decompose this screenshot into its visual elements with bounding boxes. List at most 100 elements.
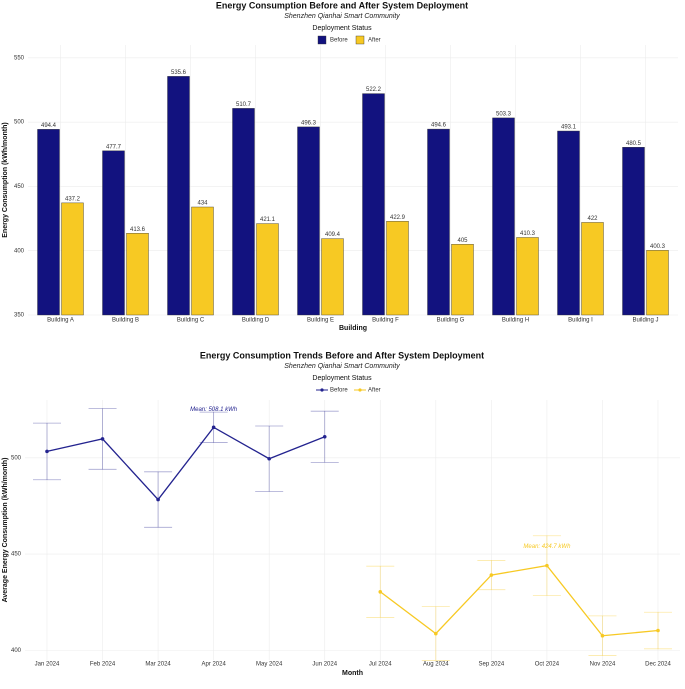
bar [557,130,580,316]
x-tick-label: Building F [372,318,399,324]
y-tick-label: 400 [14,248,25,254]
data-label: 477.7 [106,144,122,150]
data-label: 510.7 [236,102,252,108]
x-tick-label: Nov 2024 [590,662,616,668]
point [45,449,49,454]
point [322,434,327,439]
x-tick-label: Building J [632,318,658,324]
chart-title: Energy Consumption Before and After Syst… [216,0,468,10]
data-label: 493.1 [561,125,577,131]
y-tick-label: 350 [14,313,25,319]
data-label: 405 [457,238,468,244]
data-label: 409.4 [325,232,341,238]
legend-label: After [368,388,381,394]
x-tick-label: Building C [177,318,205,324]
data-label: 400.3 [650,244,666,250]
y-axis-title: Energy Consumption (kWh/month) [2,122,9,238]
bar [61,202,84,316]
point [434,631,438,636]
x-tick-label: Building H [502,318,529,324]
series-line [379,564,659,637]
data-label: 421.1 [260,217,276,223]
data-label: 434 [197,201,208,207]
data-label: 422 [587,216,598,222]
point [100,437,105,441]
x-tick-label: May 2024 [256,662,283,668]
data-label: 522.2 [366,87,382,93]
legend-dot [358,388,362,392]
legend-title: Deployment Status [312,375,372,382]
bar [102,150,125,316]
chart-subtitle: Shenzhen Qianhai Smart Community [284,13,400,20]
x-tick-label: Jun 2024 [312,662,337,668]
data-label: 503.3 [496,111,512,117]
chart-title: Energy Consumption Trends Before and Aft… [200,350,484,360]
bar [386,221,409,316]
x-tick-label: Sep 2024 [479,662,505,668]
x-tick-label: Oct 2024 [535,662,560,668]
point [545,563,549,568]
x-axis-title: Building [339,325,367,332]
bar [167,76,190,316]
x-tick-label: Aug 2024 [423,662,449,668]
chart-subtitle: Shenzhen Qianhai Smart Community [284,363,400,370]
bar [516,237,539,316]
bar [256,223,279,316]
legend-swatch [355,35,365,45]
data-label: 437.2 [65,196,81,202]
data-label: 494.6 [431,123,447,129]
y-axis-title: Average Energy Consumption (kWh/month) [2,458,9,603]
y-tick-label: 550 [14,55,25,61]
legend-title: Deployment Status [312,25,372,32]
data-label: 535.6 [171,70,187,76]
x-tick-label: Jul 2024 [369,662,392,668]
bar [581,222,604,316]
y-tick-label: 450 [14,184,25,190]
x-axis-title: Month [342,670,363,677]
data-label: 410.3 [520,231,536,237]
annotation: Mean: 508.1 kWh [190,407,238,413]
x-tick-label: Feb 2024 [90,662,116,668]
bar [126,233,149,316]
y-tick-label: 400 [11,648,22,654]
annotation: Mean: 424.7 kWh [523,544,571,550]
point [656,628,660,633]
legend-dot [320,388,324,392]
x-tick-label: Building B [112,318,139,324]
bar [362,93,385,316]
point [156,497,160,502]
data-label: 413.6 [130,227,146,233]
bar [37,129,60,316]
data-label: 494.4 [41,123,57,129]
x-tick-label: Jan 2024 [35,662,60,668]
point [378,590,383,594]
bar [451,244,474,316]
x-tick-label: Apr 2024 [201,662,226,668]
x-tick-label: Building I [568,318,593,324]
legend-label: After [368,38,381,44]
point [267,456,271,461]
x-tick-label: Building E [307,318,334,324]
data-label: 480.5 [626,141,642,147]
x-tick-label: Dec 2024 [645,662,671,668]
x-tick-label: Mar 2024 [145,662,171,668]
y-tick-label: 500 [11,455,22,461]
x-tick-label: Building G [437,318,465,324]
data-label: 496.3 [301,120,317,126]
x-tick-label: Building A [47,318,74,324]
bar [492,117,515,316]
legend-label: Before [330,38,348,44]
bar [427,128,450,316]
y-tick-label: 500 [14,120,25,126]
bar [232,108,255,316]
y-tick-label: 450 [11,552,22,558]
bar [191,206,214,316]
bar [297,126,320,316]
bar [646,250,669,316]
point [489,573,494,577]
series-line [46,426,325,501]
legend-label: Before [330,388,348,394]
point [211,425,216,430]
point [600,633,605,638]
